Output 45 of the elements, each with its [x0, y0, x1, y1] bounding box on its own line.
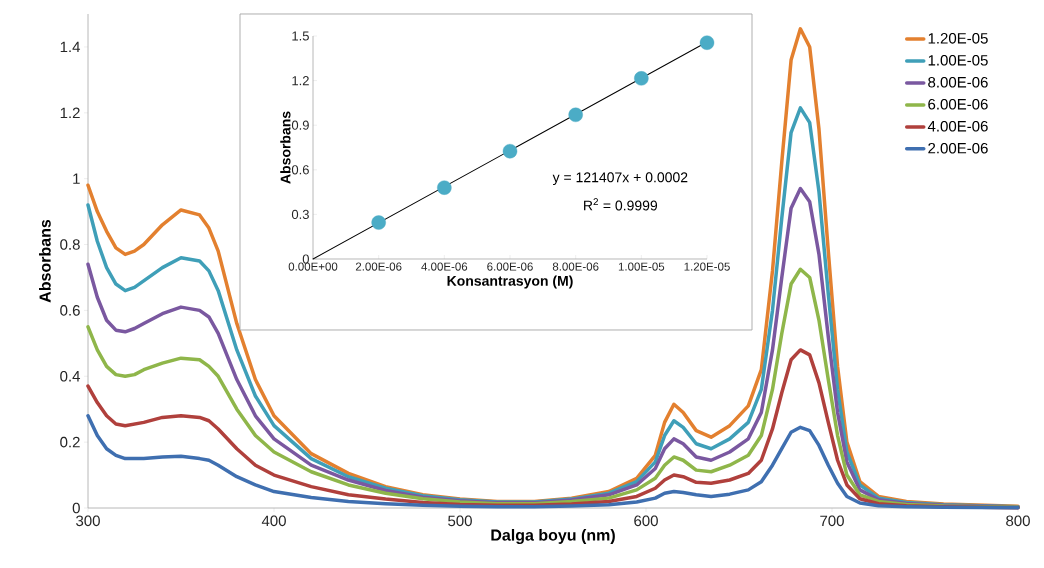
x-tick-label: 4.00E-06 — [421, 262, 468, 271]
point — [502, 144, 518, 159]
point — [437, 180, 452, 195]
y-tick-label: 0 — [72, 502, 80, 514]
x-tick-label: 800 — [1006, 515, 1030, 527]
x-tick-label: 8.00E-06 — [552, 262, 599, 271]
x-axis-title: Dalga boyu (nm) — [491, 529, 615, 544]
x-tick-label: 600 — [634, 515, 658, 527]
x-tick-label: 300 — [76, 515, 100, 527]
x-tick-label: 400 — [261, 515, 286, 527]
point — [568, 107, 583, 122]
x-axis-title: Konsantrasyon (M) — [447, 275, 573, 289]
legend-label: 6.00E-06 — [928, 98, 988, 110]
x-tick-label: 0.00E+00 — [288, 262, 338, 271]
legend-label: 4.00E-06 — [927, 120, 988, 132]
y-tick-label: 0.9 — [291, 120, 309, 130]
y-tick-label: 1.5 — [292, 31, 309, 41]
y-tick-label: 0 — [302, 254, 309, 264]
y-tick-label: 1.2 — [60, 107, 80, 119]
point — [371, 215, 386, 230]
annotation: y = 121407x + 0.0002 — [552, 172, 688, 186]
x-tick-label: 700 — [820, 515, 844, 527]
legend-label: 2.00E-06 — [928, 142, 988, 154]
y-axis-title: Absorbans — [280, 111, 291, 184]
y-tick-label: 0.6 — [60, 305, 80, 316]
annotation: R$^{2}$ = 0.9999 — [584, 198, 658, 211]
y-tick-label: 0.8 — [60, 239, 80, 250]
x-tick-label: 6.00E-06 — [487, 262, 533, 271]
legend-label: 1.00E-05 — [928, 54, 988, 66]
legend-label: 1.20E-05 — [928, 33, 988, 44]
y-tick-label: 1.4 — [60, 41, 81, 53]
y-tick-label: 0.3 — [291, 209, 309, 219]
y-tick-label: 0.6 — [291, 165, 309, 175]
y-axis-title: Absorbans — [39, 219, 51, 303]
y-tick-label: 0.4 — [60, 370, 81, 382]
y-tick-label: 1.2 — [292, 76, 309, 86]
x-tick-label: 1.20E-05 — [684, 262, 730, 271]
point — [634, 71, 649, 86]
x-tick-label: 500 — [448, 515, 472, 527]
x-tick-label: 2.00E-06 — [355, 262, 402, 271]
y-tick-label: 1 — [73, 173, 80, 184]
legend-label: 8.00E-06 — [928, 76, 988, 88]
y-tick-label: 0.2 — [60, 436, 80, 448]
x-tick-label: 1.00E-05 — [618, 262, 665, 271]
point — [699, 35, 715, 50]
